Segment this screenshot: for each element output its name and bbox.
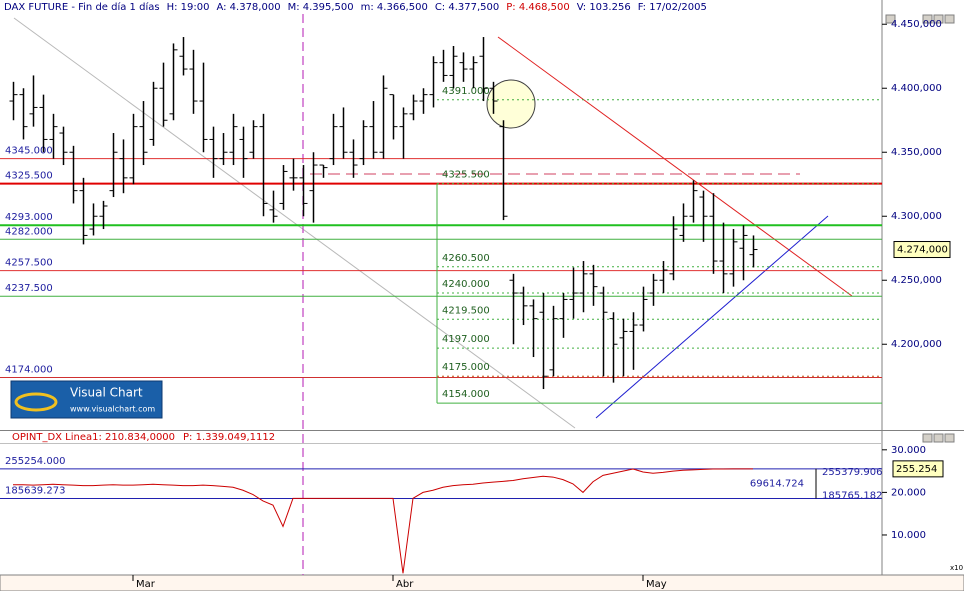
- header-title: DAX FUTURE - Fin de día 1 días: [4, 1, 160, 13]
- header-field: P: 4.468,500: [506, 2, 569, 13]
- button[interactable]: [933, 433, 944, 443]
- trend-line: [497, 36, 853, 297]
- level-label: 185639.273: [5, 486, 65, 497]
- fib-label: 4325.500: [442, 170, 490, 181]
- price-label: 4.274,000: [897, 245, 948, 256]
- panel-subtitle: P: 1.339.049,1112: [183, 432, 275, 443]
- y-tick-label: 4.250,000: [891, 275, 942, 286]
- y-tick-label: 20.000: [891, 487, 926, 498]
- logo: Visual Chart www.visualchart.com: [10, 380, 163, 419]
- trend-line: [13, 17, 576, 429]
- fib-label: 4260.500: [442, 253, 490, 264]
- header-field: H: 19:00: [167, 2, 210, 13]
- header-field: V: 103.256: [577, 2, 631, 13]
- y-tick-label: 10.000: [891, 530, 926, 541]
- y-tick-label: 4.200,000: [891, 339, 942, 350]
- logo-icon: [14, 392, 58, 412]
- fib-label: 4197.000: [442, 334, 490, 345]
- button[interactable]: [885, 14, 896, 24]
- level-label: 4237.500: [5, 283, 53, 294]
- level-label: 4174.000: [5, 365, 53, 376]
- level-label: 4282.000: [5, 226, 53, 237]
- level-label: 4293.000: [5, 212, 53, 223]
- level-label: 4257.500: [5, 258, 53, 269]
- window-buttons: [885, 14, 955, 443]
- button[interactable]: [944, 433, 955, 443]
- measure-top: 255379.906: [822, 467, 882, 478]
- button[interactable]: [922, 433, 933, 443]
- fib-label: 4175.000: [442, 362, 490, 373]
- header-field: M: 4.395,500: [288, 2, 354, 13]
- x-tick-label: Mar: [136, 579, 156, 590]
- logo-title: Visual Chart: [70, 386, 143, 400]
- level-label: 4345.000: [5, 146, 53, 157]
- fib-label: 4240.000: [442, 279, 490, 290]
- header-field: m: 4.366,500: [361, 2, 428, 13]
- panel-header: OPINT_DX Linea1: 210.834,0000 P: 1.339.04…: [12, 432, 275, 443]
- circle-annotation: [486, 79, 536, 129]
- panel-title: OPINT_DX Linea1: 210.834,0000: [12, 432, 175, 443]
- header-field: C: 4.377,500: [435, 2, 499, 13]
- header-bar: [0, 0, 964, 14]
- logo-box: [10, 380, 163, 419]
- scale-label: x10: [950, 564, 963, 572]
- button[interactable]: [922, 14, 933, 24]
- price-box: [893, 241, 951, 259]
- x-axis-strip: [0, 574, 964, 591]
- level-label: 255254.000: [5, 456, 65, 467]
- header: DAX FUTURE - Fin de día 1 días H: 19:00 A:…: [4, 1, 707, 13]
- value-box: [892, 460, 944, 478]
- y-tick-label: 30.000: [891, 445, 926, 456]
- level-label: 4325.500: [5, 171, 53, 182]
- measure-diff: 69614.724: [750, 479, 804, 490]
- fib-label: 4154.000: [442, 389, 490, 400]
- header-field: A: 4.378,000: [216, 2, 280, 13]
- button[interactable]: [944, 14, 955, 24]
- trend-line: [595, 215, 829, 419]
- logo-url: www.visualchart.com: [70, 405, 155, 414]
- button[interactable]: [933, 14, 944, 24]
- x-tick-label: Abr: [396, 579, 414, 590]
- x-tick-label: May: [646, 579, 667, 590]
- fib-label: 4391.000: [442, 86, 490, 97]
- y-tick-label: 4.350,000: [891, 147, 942, 158]
- y-tick-label: 4.450,000: [891, 19, 942, 30]
- value-label: 255.254: [896, 464, 937, 475]
- indicator-line: [13, 468, 753, 574]
- fib-label: 4219.500: [442, 305, 490, 316]
- measure-bottom: 185765.182: [822, 490, 882, 501]
- y-tick-label: 4.400,000: [891, 83, 942, 94]
- y-tick-label: 4.300,000: [891, 211, 942, 222]
- header-field: F: 17/02/2005: [638, 2, 707, 13]
